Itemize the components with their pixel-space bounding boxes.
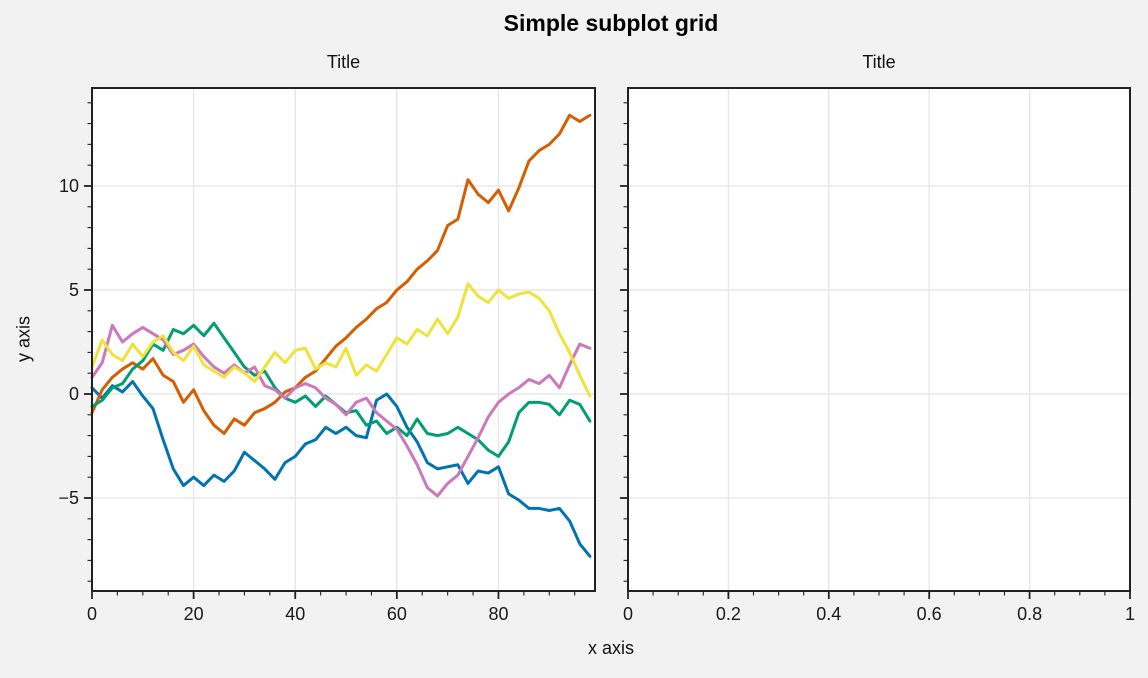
- series-line-blue: [90, 380, 592, 558]
- x-tick-label: 0.8: [1017, 604, 1042, 624]
- y-tick-label: 10: [59, 176, 79, 196]
- x-tick-label: 40: [285, 604, 305, 624]
- y-axis-label: y axis: [13, 315, 34, 363]
- y-tick-label: 0: [69, 384, 79, 404]
- y-tick-label: 5: [69, 280, 79, 300]
- x-tick-label: 80: [488, 604, 508, 624]
- x-tick-label: 60: [387, 604, 407, 624]
- x-tick-label: 20: [184, 604, 204, 624]
- x-tick-label: 0.2: [716, 604, 741, 624]
- x-tick-label: 0.6: [917, 604, 942, 624]
- x-axis-label: x axis: [587, 638, 634, 658]
- series-line-orange: [90, 113, 592, 436]
- x-tick-label: 0: [87, 604, 97, 624]
- x-tick-label: 0.4: [816, 604, 841, 624]
- x-tick-label: 1: [1125, 604, 1135, 624]
- series-line-yellow: [90, 282, 592, 398]
- right-subplot-title: Title: [862, 52, 896, 72]
- y-tick-label: −5: [58, 488, 79, 508]
- right-subplot-background: [628, 88, 1130, 591]
- left-subplot-title: Title: [326, 52, 361, 72]
- figure-suptitle: Simple subplot grid: [503, 10, 719, 36]
- right-subplot-spines: [627, 87, 1131, 592]
- left-subplot-spines: [91, 87, 596, 592]
- x-tick-label: 0: [623, 604, 633, 624]
